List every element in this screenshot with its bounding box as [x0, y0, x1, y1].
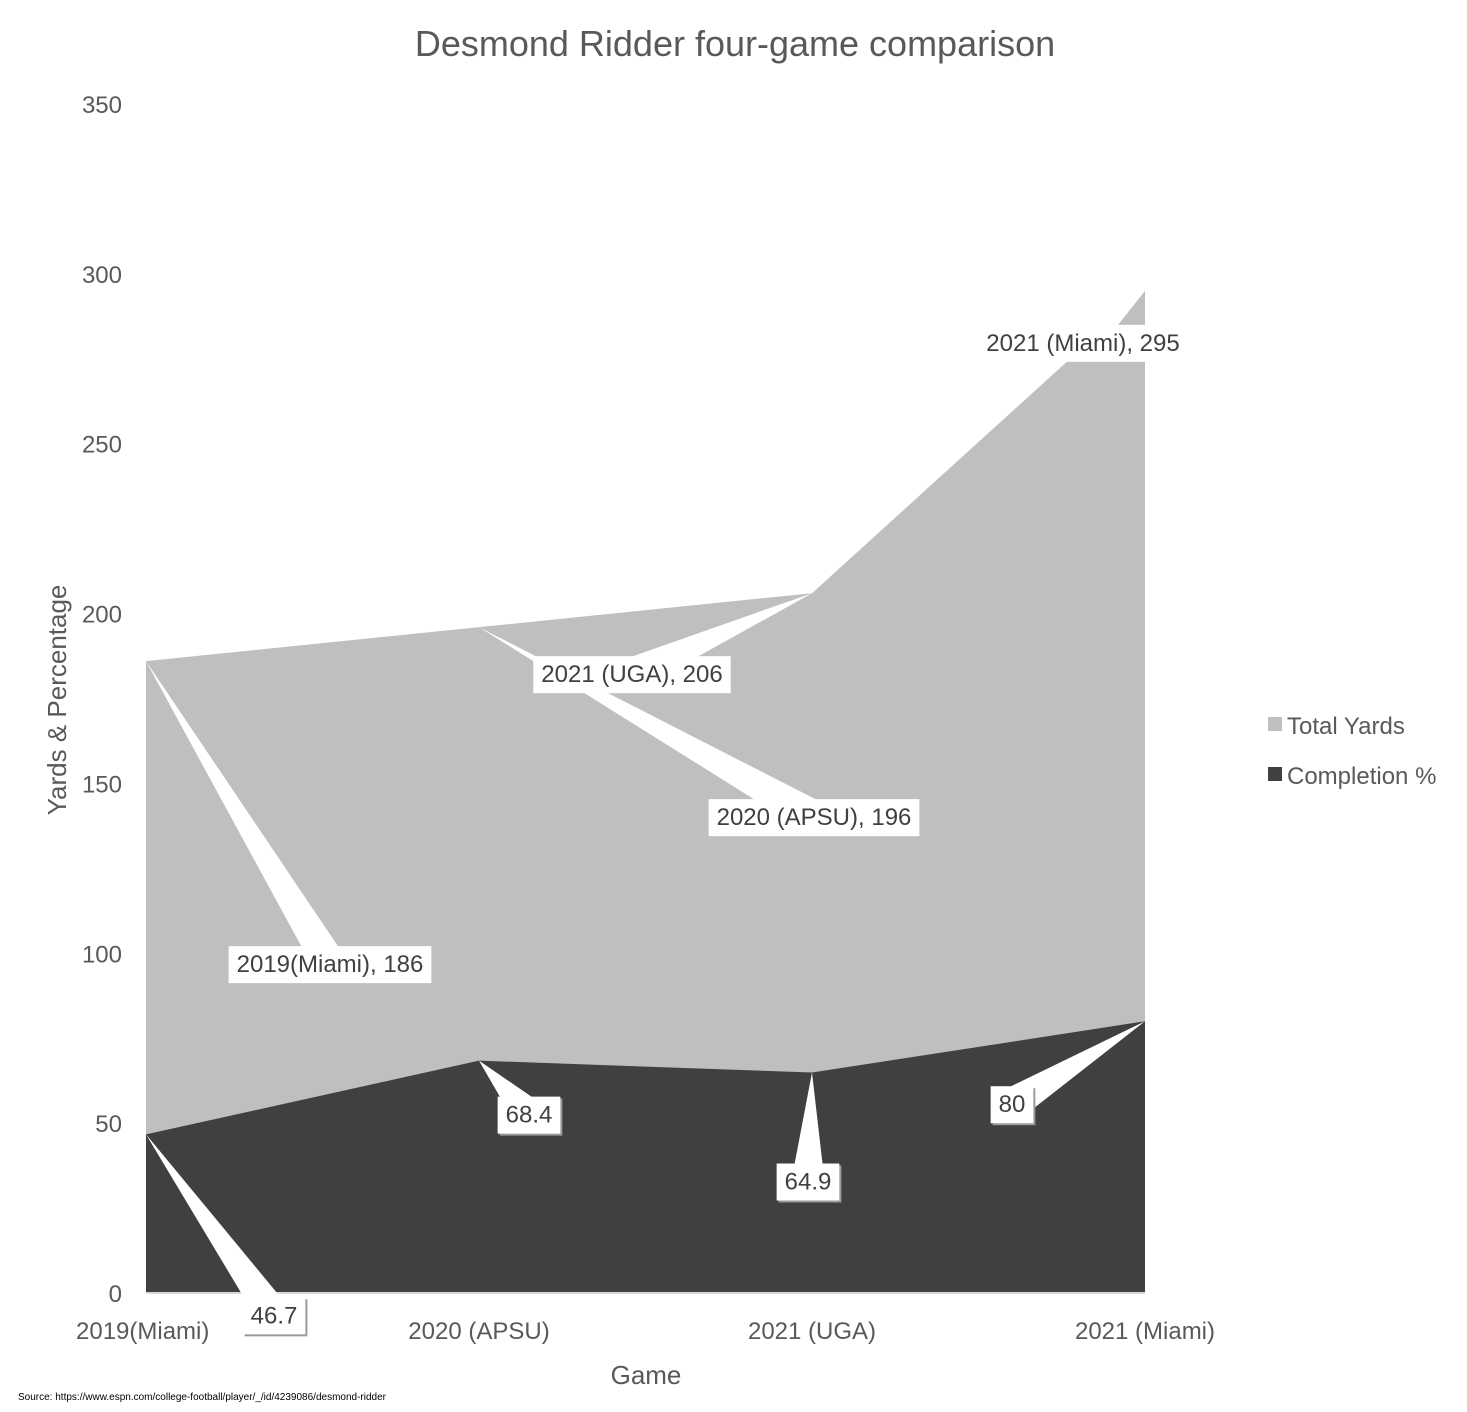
- legend-swatch: [1268, 767, 1282, 781]
- data-label-text: 2019(Miami), 186: [237, 951, 424, 978]
- data-label-text: 2020 (APSU), 196: [717, 804, 912, 831]
- data-label-total-yards: 2019(Miami), 186: [146, 661, 432, 984]
- callout-pointer: [791, 1072, 825, 1183]
- data-label-text: 68.4: [506, 1102, 553, 1129]
- callout-box: [533, 656, 731, 694]
- y-axis-ticks: 0 50 100 150 200 250 300 350: [82, 92, 122, 1308]
- legend-label: Completion %: [1287, 763, 1436, 790]
- y-tick-label: 100: [82, 941, 122, 968]
- callout-box: [228, 946, 432, 984]
- y-axis-title: Yards & Percentage: [42, 585, 72, 816]
- data-label-text: 2021 (UGA), 206: [541, 661, 722, 688]
- x-tick-label: 2019(Miami): [76, 1318, 209, 1345]
- x-axis-title: Game: [611, 1360, 682, 1390]
- x-tick-label: 2020 (APSU): [408, 1318, 549, 1345]
- data-label-completion: 64.9: [776, 1072, 842, 1203]
- callout-box: [776, 1163, 840, 1201]
- plot-areas: [146, 290, 1145, 1294]
- source-note: Source: https://www.espn.com/college-foo…: [18, 1392, 386, 1403]
- callout-pointer: [146, 1134, 288, 1325]
- data-label-total-yards: 2021 (Miami), 295: [978, 290, 1188, 362]
- data-labels: 2019(Miami), 186 2020 (APSU), 196 2021 (UG…: [146, 290, 1188, 1337]
- data-label-total-yards: 2021 (UGA), 206: [533, 593, 812, 694]
- data-label-completion: 68.4: [479, 1060, 563, 1136]
- callout-pointer: [1003, 1021, 1145, 1119]
- y-tick-label: 250: [82, 432, 122, 459]
- data-label-text: 80: [999, 1091, 1026, 1118]
- legend: Total Yards Completion %: [1268, 713, 1436, 790]
- data-label-text: 64.9: [785, 1169, 832, 1196]
- data-label-completion: 46.7: [146, 1134, 308, 1337]
- legend-item-completion: Completion %: [1268, 763, 1436, 790]
- callout-box: [990, 1086, 1034, 1124]
- callout-box: [708, 799, 920, 837]
- x-tick-label: 2021 (UGA): [748, 1318, 876, 1345]
- area-completion: [146, 1021, 1145, 1293]
- callout-box: [497, 1096, 561, 1134]
- legend-label: Total Yards: [1287, 713, 1405, 740]
- y-tick-label: 0: [109, 1281, 122, 1308]
- callout-box: [242, 1297, 306, 1335]
- legend-swatch: [1268, 717, 1282, 731]
- y-tick-label: 300: [82, 262, 122, 289]
- chart-title: Desmond Ridder four-game comparison: [415, 23, 1055, 64]
- data-label-completion: 80: [990, 1021, 1145, 1126]
- y-tick-label: 350: [82, 92, 122, 119]
- data-label-text: 46.7: [251, 1302, 298, 1329]
- data-label-text: 2021 (Miami), 295: [986, 330, 1179, 357]
- x-axis-ticks: 2019(Miami) 2020 (APSU) 2021 (UGA) 2021 (Mi…: [76, 1318, 1215, 1345]
- callout-pointer: [146, 661, 345, 973]
- legend-item-total-yards: Total Yards: [1268, 713, 1405, 740]
- y-tick-label: 50: [95, 1111, 122, 1138]
- y-tick-label: 200: [82, 602, 122, 629]
- x-tick-label: 2021 (Miami): [1075, 1318, 1215, 1345]
- y-tick-label: 150: [82, 771, 122, 798]
- area-total-yards: [146, 290, 1145, 1293]
- callout-box: [978, 324, 1188, 362]
